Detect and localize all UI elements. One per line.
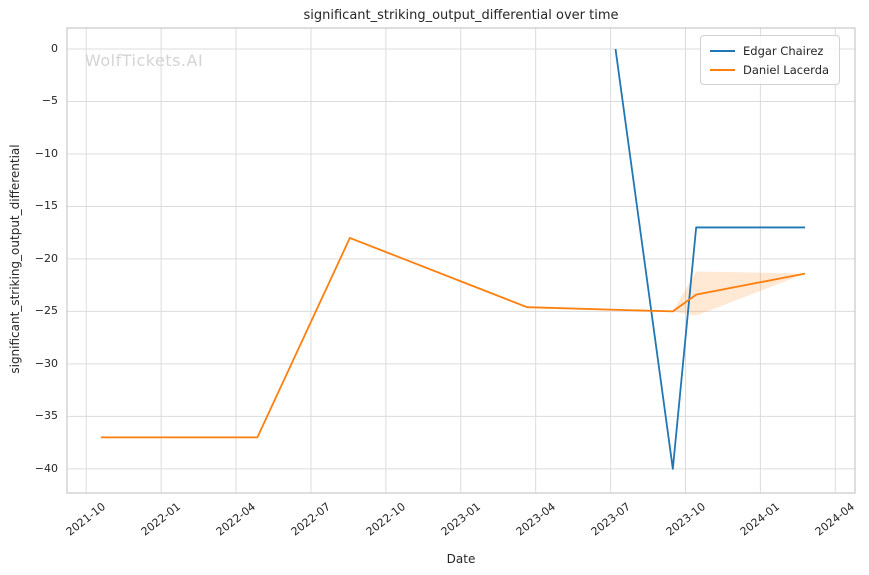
chart-title: significant_striking_output_differential…: [303, 8, 619, 23]
series-line-edgar-chairez: [614, 48, 806, 470]
x-axis-label: Date: [446, 552, 476, 566]
y-tick-label: −15: [34, 199, 58, 213]
plot-border: [66, 27, 856, 494]
legend-item: Daniel Lacerda: [710, 60, 829, 79]
series-line-daniel-lacerda: [100, 237, 806, 439]
y-tick-label: −5: [41, 94, 58, 108]
legend-line-swatch: [710, 68, 735, 71]
y-tick-label: −25: [34, 304, 58, 318]
y-tick-label: −10: [34, 146, 58, 160]
y-tick-label: −40: [34, 461, 58, 475]
y-tick-label: −20: [34, 251, 58, 265]
watermark: WolfTickets.AI: [85, 51, 204, 70]
y-tick-label: 0: [51, 41, 58, 55]
y-tick-label: −35: [34, 409, 58, 423]
legend-label: Daniel Lacerda: [743, 62, 830, 77]
y-tick-label: −30: [34, 356, 58, 370]
confidence-band-daniel-lacerda: [672, 271, 806, 316]
legend-item: Edgar Chairez: [710, 41, 829, 60]
legend: Edgar Chairez Daniel Lacerda: [700, 35, 841, 85]
legend-line-swatch: [710, 49, 735, 52]
legend-label: Edgar Chairez: [743, 43, 824, 58]
